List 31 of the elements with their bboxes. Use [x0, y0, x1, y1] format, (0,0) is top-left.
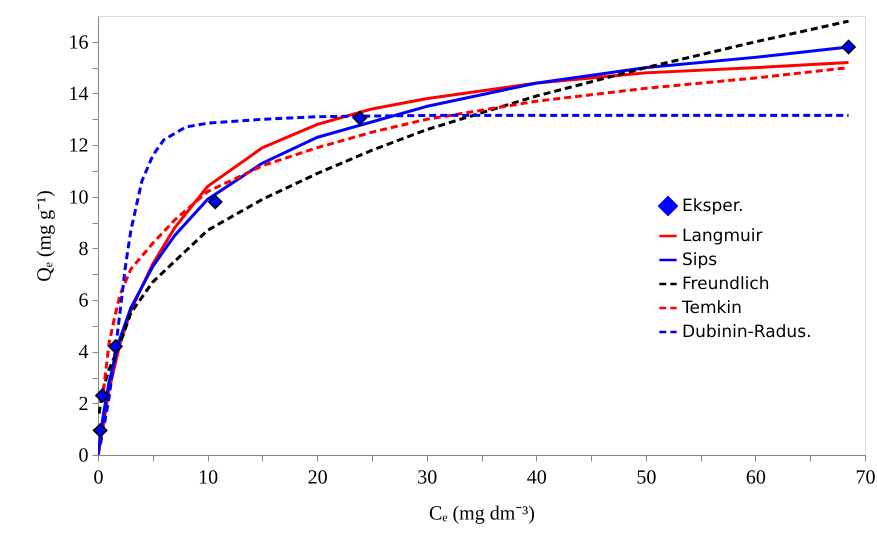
legend-label: Eksper. — [682, 196, 744, 216]
x-axis-title: Cₑ (mg dm⁻³) — [429, 502, 535, 524]
x-tick-label: 70 — [856, 466, 876, 488]
x-tick-label: 30 — [417, 466, 438, 488]
y-axis-title: Qₑ (mg g⁻¹) — [34, 190, 56, 282]
x-tick-label: 60 — [746, 466, 766, 488]
y-tick-label: 12 — [68, 134, 88, 157]
x-tick-label: 40 — [526, 466, 547, 488]
x-tick-label: 50 — [636, 466, 656, 488]
y-tick-label: 10 — [68, 186, 88, 208]
y-tick-label: 4 — [78, 341, 88, 364]
point — [352, 110, 368, 126]
y-tick-label: 6 — [78, 290, 88, 312]
y-tick-label: 14 — [68, 82, 88, 105]
x-tick-label: 20 — [308, 466, 328, 488]
legend-label: Langmuir — [682, 226, 763, 246]
legend-label: Dubinin-Radus. — [682, 322, 812, 342]
point — [208, 194, 223, 210]
y-tick-label: 16 — [68, 31, 88, 54]
y-tick-label: 2 — [78, 392, 88, 415]
y-tick-label: 0 — [78, 444, 88, 466]
point — [108, 339, 123, 354]
point — [92, 423, 108, 438]
legend-label: Temkin — [681, 298, 742, 318]
point — [95, 388, 110, 403]
x-tick-label: 0 — [94, 466, 104, 488]
legend-label: Freundlich — [682, 274, 770, 294]
legend-label: Sips — [682, 250, 718, 270]
x-tick-label: 10 — [198, 466, 218, 488]
y-tick-label: 8 — [78, 238, 88, 260]
point — [841, 40, 856, 54]
